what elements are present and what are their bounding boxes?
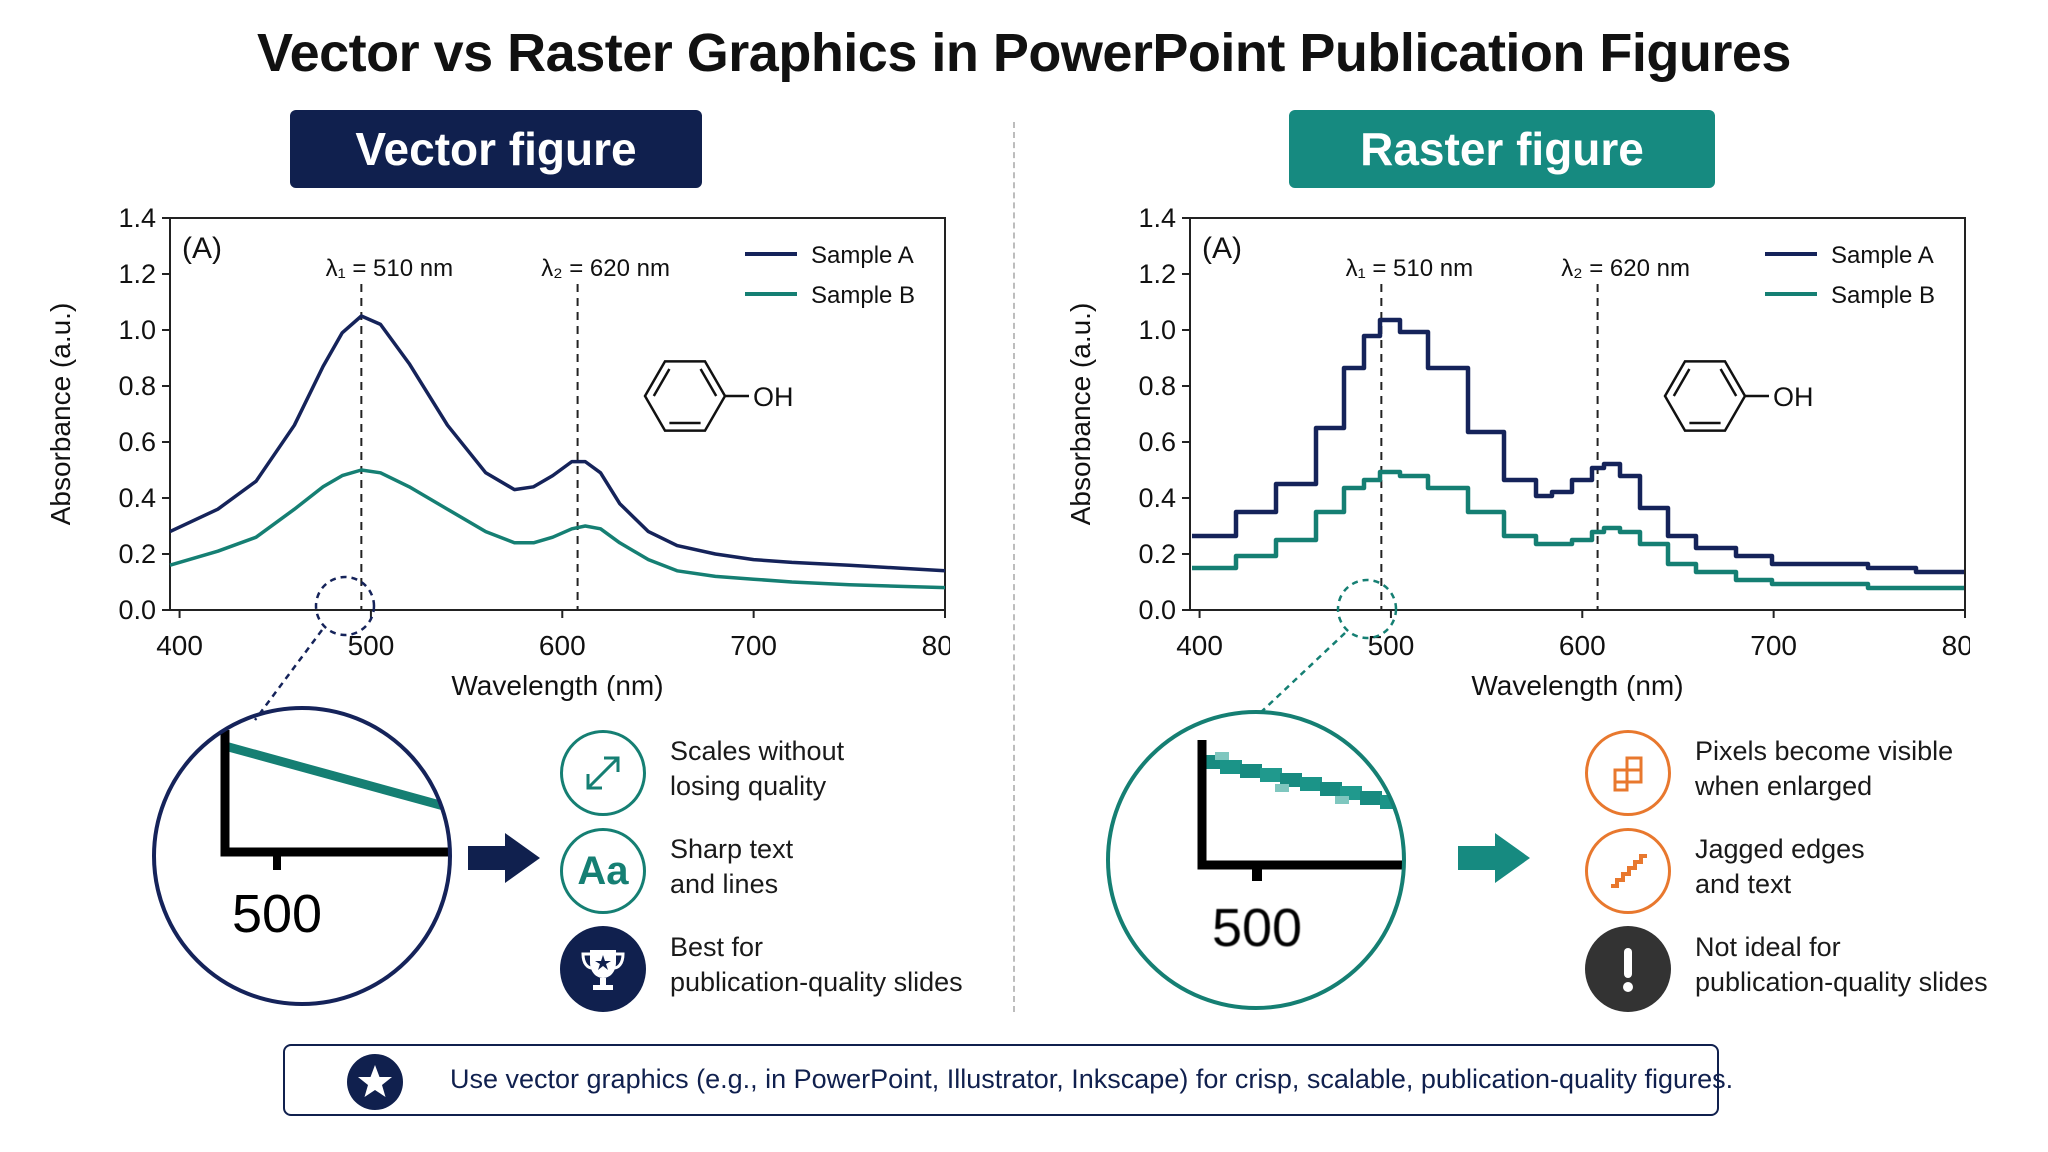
vector-zoom-label: 500 xyxy=(232,884,322,944)
y-tick-label: 0.0 xyxy=(118,595,156,625)
feature-text: Pixels become visible when enlarged xyxy=(1695,736,1954,801)
y-tick-label: 0.6 xyxy=(1138,427,1176,457)
y-axis-label: Absorbance (a.u.) xyxy=(45,303,76,526)
aa-glyph: Aa xyxy=(577,848,629,893)
zoom-connector-line xyxy=(253,629,324,721)
y-tick-label: 0.0 xyxy=(1138,595,1176,625)
vector-figure-header: Vector figure xyxy=(290,110,702,188)
zoom-source-circle xyxy=(314,575,376,637)
series-line-sample-a xyxy=(1192,317,1964,575)
series-line-sample-b xyxy=(169,468,946,590)
page-title: Vector vs Raster Graphics in PowerPoint … xyxy=(257,23,1791,83)
text-aa-icon: Aa xyxy=(560,828,646,914)
peak-annotation: λ₁ = 510 nm xyxy=(326,255,454,282)
y-tick-label: 1.4 xyxy=(118,203,156,233)
x-tick-label: 500 xyxy=(348,630,395,661)
peak-annotation: λ₂ = 620 nm xyxy=(1561,255,1690,282)
vector-zoom-magnifier: 500 xyxy=(152,575,540,1006)
peak-annotation: λ₁ = 510 nm xyxy=(1346,255,1474,282)
benzene-ring xyxy=(1663,360,1747,432)
y-tick-label: 1.0 xyxy=(118,315,156,345)
vector-arrow xyxy=(468,833,540,883)
legend-entry: Sample B xyxy=(811,282,915,309)
x-tick-label: 600 xyxy=(539,630,586,661)
raster-zoom-magnifier: 500 xyxy=(1106,578,1530,1010)
y-tick-label: 1.2 xyxy=(1138,259,1176,289)
y-tick-label: 0.2 xyxy=(118,539,156,569)
x-tick-label: 700 xyxy=(1750,630,1797,661)
vector-zoom-circle xyxy=(152,706,452,1006)
feature-text: Jagged edges and text xyxy=(1695,834,1865,899)
plot-frame xyxy=(169,217,946,611)
double-bond xyxy=(1719,368,1738,397)
raster-zoom-circle xyxy=(1106,710,1406,1010)
x-tick-label: 800 xyxy=(922,630,950,661)
legend-entry: Sample A xyxy=(1831,242,1934,269)
phenol-structure: OH xyxy=(643,360,794,432)
oh-label: OH xyxy=(753,382,794,412)
phenol-structure: OH xyxy=(1663,360,1814,432)
star-icon xyxy=(347,1054,403,1110)
x-tick-label: 700 xyxy=(730,630,777,661)
legend-entry: Sample A xyxy=(811,242,914,269)
plot-frame xyxy=(1189,217,1966,611)
raster-absorbance-chart: 0.0 0.2 0.4 0.6 0.8 1.0 1.2 1.4 400 500 600 700 800 W… xyxy=(1065,203,1970,701)
raster-arrow xyxy=(1458,833,1530,883)
double-bond xyxy=(652,368,671,397)
y-tick-label: 1.4 xyxy=(1138,203,1176,233)
y-tick-label: 0.6 xyxy=(118,427,156,457)
x-tick-label: 400 xyxy=(1176,630,1223,661)
oh-label: OH xyxy=(1773,382,1814,412)
x-axis-label: Wavelength (nm) xyxy=(1471,670,1683,701)
peak-annotation: λ₂ = 620 nm xyxy=(541,255,670,282)
vector-absorbance-chart: 0.0 0.2 0.4 0.6 0.8 1.0 1.2 1.4 400 500 600 700 800 W… xyxy=(45,203,950,701)
scale-arrows-icon xyxy=(560,730,646,816)
feature-text: Scales without losing quality xyxy=(670,736,845,801)
y-tick-label: 0.8 xyxy=(1138,371,1176,401)
y-tick-label: 0.8 xyxy=(118,371,156,401)
double-bond xyxy=(1672,368,1691,397)
raster-figure-header: Raster figure xyxy=(1289,110,1715,188)
pixel-blocks-icon xyxy=(1585,730,1671,816)
series-line-sample-b xyxy=(1192,469,1964,591)
feature-text: Sharp text and lines xyxy=(670,834,794,899)
footer-callout: Use vector graphics (e.g., in PowerPoint… xyxy=(283,1044,1733,1116)
feature-text: Not ideal for publication-quality slides xyxy=(1695,932,1988,997)
y-axis-label: Absorbance (a.u.) xyxy=(1065,303,1096,526)
trophy-star-icon xyxy=(560,926,646,1012)
panel-label: (A) xyxy=(182,232,222,265)
y-tick-label: 0.2 xyxy=(1138,539,1176,569)
y-tick-label: 1.0 xyxy=(1138,315,1176,345)
y-tick-label: 1.2 xyxy=(118,259,156,289)
jagged-steps-icon xyxy=(1585,828,1671,914)
benzene-ring xyxy=(643,360,727,432)
x-tick-label: 600 xyxy=(1559,630,1606,661)
y-tick-label: 0.4 xyxy=(1138,483,1176,513)
panel-divider xyxy=(1013,122,1015,1012)
x-tick-label: 400 xyxy=(156,630,203,661)
series-line-sample-a xyxy=(169,314,946,573)
x-tick-label: 500 xyxy=(1368,630,1415,661)
raster-zoom-label: 500 xyxy=(1212,898,1302,958)
zoom-connector-line xyxy=(1257,632,1346,716)
legend-entry: Sample B xyxy=(1831,282,1935,309)
panel-label: (A) xyxy=(1202,232,1242,265)
double-bond xyxy=(699,368,718,397)
x-tick-label: 800 xyxy=(1942,630,1970,661)
exclamation-icon xyxy=(1585,926,1671,1012)
feature-text: Best for publication-quality slides xyxy=(670,932,963,997)
zoom-source-circle xyxy=(1336,578,1398,640)
footer-text: Use vector graphics (e.g., in PowerPoint… xyxy=(450,1064,1734,1094)
x-axis-label: Wavelength (nm) xyxy=(451,670,663,701)
y-tick-label: 0.4 xyxy=(118,483,156,513)
